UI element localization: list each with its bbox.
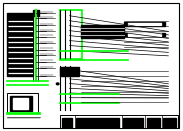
Bar — [124, 33, 165, 36]
Bar — [81, 25, 124, 38]
Bar — [60, 115, 178, 128]
Bar — [10, 96, 32, 111]
Circle shape — [56, 83, 59, 85]
Bar — [163, 118, 176, 127]
Bar — [147, 118, 160, 127]
Bar — [60, 10, 82, 59]
Bar — [128, 23, 161, 25]
Bar — [33, 10, 39, 16]
Bar — [13, 98, 28, 109]
Bar — [61, 118, 72, 127]
Bar — [7, 13, 33, 76]
Bar — [128, 33, 161, 36]
Bar — [7, 93, 38, 113]
Bar — [60, 67, 79, 76]
Bar — [124, 22, 165, 26]
Bar — [76, 118, 119, 127]
Bar — [123, 118, 143, 127]
